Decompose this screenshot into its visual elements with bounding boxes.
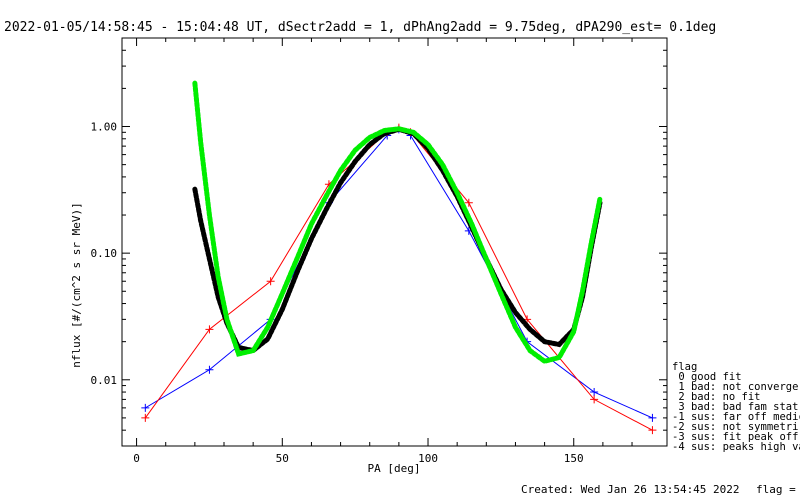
x-axis-label: PA [deg]	[368, 462, 421, 475]
legend-item: 3 bad: bad fam stat	[672, 401, 798, 413]
x-tick-label: 150	[564, 452, 584, 465]
data-point	[205, 325, 214, 334]
data-point	[205, 365, 214, 374]
data-point	[464, 198, 473, 207]
legend-title: flag	[672, 361, 697, 373]
plot-frame	[121, 37, 668, 447]
y-tick-label: 0.01	[91, 374, 118, 387]
data-point	[141, 413, 150, 422]
data-point	[648, 426, 657, 435]
y-axis-label: nflux [#/(cm^2 s sr MeV)]	[70, 202, 83, 368]
legend-item: 0 good fit	[672, 371, 742, 383]
flag-readout: flag = 0	[756, 483, 800, 496]
data-point	[590, 395, 599, 404]
legend-item: -1 sus: far off medic	[672, 411, 800, 423]
series-curve	[192, 80, 603, 364]
created-timestamp: Created: Wed Jan 26 13:54:45 2022	[521, 483, 740, 496]
legend-item: 2 bad: no fit	[672, 391, 761, 403]
y-tick-label: 0.10	[91, 247, 118, 260]
series-3	[192, 80, 603, 364]
series-layer	[141, 80, 657, 435]
y-tick-label: 1.00	[91, 121, 118, 134]
legend-item: 1 bad: not converge	[672, 381, 798, 393]
legend-item: -4 sus: peaks high va	[672, 441, 800, 453]
axes-layer: 0 50 100 150 0.01 0.10 1.00	[91, 37, 667, 465]
data-point	[648, 413, 657, 422]
data-point	[266, 277, 275, 286]
series-2	[192, 126, 603, 354]
series-curve	[192, 126, 603, 354]
legend-item: -3 sus: fit peak off 9	[672, 431, 800, 443]
x-tick-label: 0	[133, 452, 140, 465]
legend: flag 0 good fit 1 bad: not converge 2 ba…	[672, 361, 800, 453]
data-point	[141, 403, 150, 412]
data-point	[590, 388, 599, 397]
legend-item: -2 sus: not symmetri	[672, 421, 798, 433]
series-line	[145, 128, 653, 419]
chart-title: 2022-01-05/14:58:45 - 15:04:48 UT, dSect…	[4, 20, 716, 35]
x-tick-label: 50	[276, 452, 289, 465]
series-line	[144, 127, 653, 431]
x-tick-label: 100	[418, 452, 438, 465]
